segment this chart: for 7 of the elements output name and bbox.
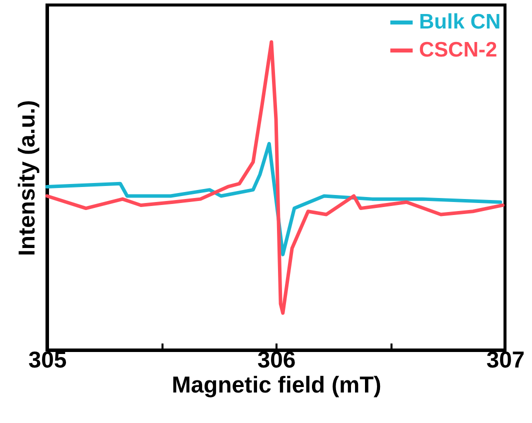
- x-tick-label: 306: [257, 346, 296, 372]
- x-tick-label: 305: [28, 346, 67, 372]
- y-axis-title: Intensity (a.u.): [14, 100, 40, 256]
- legend-label: Bulk CN: [419, 10, 501, 34]
- legend-label: CSCN-2: [419, 38, 498, 62]
- x-tick-label: 307: [486, 346, 525, 372]
- x-axis-title: Magnetic field (mT): [172, 372, 382, 398]
